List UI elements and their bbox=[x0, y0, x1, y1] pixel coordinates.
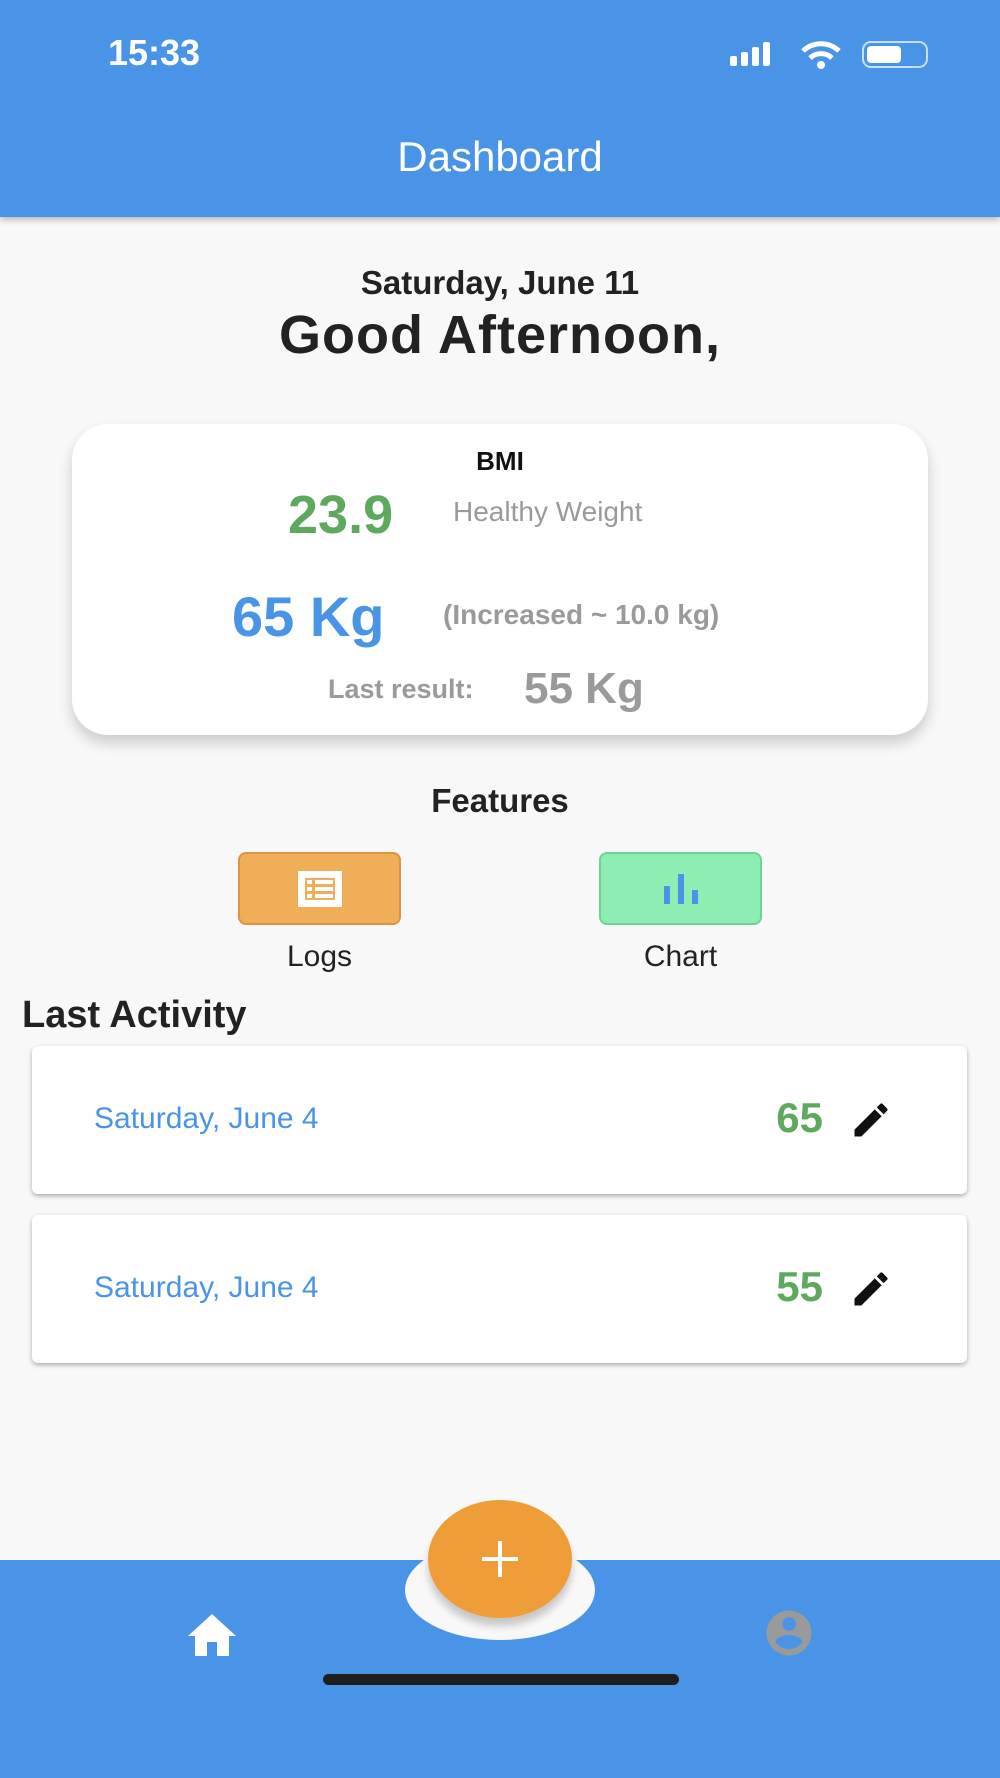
account-circle-icon[interactable] bbox=[762, 1606, 816, 1660]
plus-icon bbox=[482, 1541, 518, 1577]
app-header: 15:33 Dashboard bbox=[0, 0, 1000, 217]
activity-date: Saturday, June 4 bbox=[94, 1271, 319, 1304]
weight-change: (Increased ~ 10.0 kg) bbox=[443, 599, 720, 630]
features-title: Features bbox=[431, 782, 569, 819]
activity-date: Saturday, June 4 bbox=[94, 1102, 319, 1135]
last-result-value: 55 Kg bbox=[524, 664, 644, 713]
bmi-value: 23.9 bbox=[288, 485, 394, 545]
greeting-text: Good Afternoon, bbox=[279, 305, 721, 365]
activity-row[interactable]: Saturday, June 4 65 bbox=[32, 1046, 967, 1194]
status-time: 15:33 bbox=[108, 32, 201, 73]
current-date: Saturday, June 11 bbox=[360, 264, 640, 301]
home-icon[interactable] bbox=[186, 1612, 238, 1658]
home-indicator bbox=[323, 1674, 679, 1685]
chart-button[interactable] bbox=[599, 852, 762, 925]
logs-label: Logs bbox=[286, 940, 353, 973]
add-entry-button[interactable] bbox=[428, 1500, 572, 1618]
bmi-label: BMI bbox=[476, 446, 524, 476]
edit-icon[interactable] bbox=[849, 1098, 893, 1142]
page-title: Dashboard bbox=[397, 133, 603, 180]
logs-button[interactable] bbox=[238, 852, 401, 925]
activity-value: 55 bbox=[776, 1263, 823, 1310]
battery-icon bbox=[862, 41, 928, 68]
list-icon bbox=[297, 870, 342, 907]
bar-chart-icon bbox=[663, 873, 698, 904]
activity-value: 65 bbox=[776, 1094, 823, 1141]
last-activity-title: Last Activity bbox=[22, 994, 247, 1036]
last-result-label: Last result: bbox=[328, 674, 474, 704]
edit-icon[interactable] bbox=[849, 1267, 893, 1311]
activity-row[interactable]: Saturday, June 4 55 bbox=[32, 1215, 967, 1363]
bmi-card: BMI 23.9 Healthy Weight 65 Kg (Increased… bbox=[72, 424, 928, 735]
current-weight: 65 Kg bbox=[232, 585, 385, 648]
chart-label: Chart bbox=[643, 940, 718, 973]
wifi-icon bbox=[801, 41, 841, 69]
signal-icon bbox=[730, 42, 770, 66]
bmi-category: Healthy Weight bbox=[453, 496, 643, 527]
